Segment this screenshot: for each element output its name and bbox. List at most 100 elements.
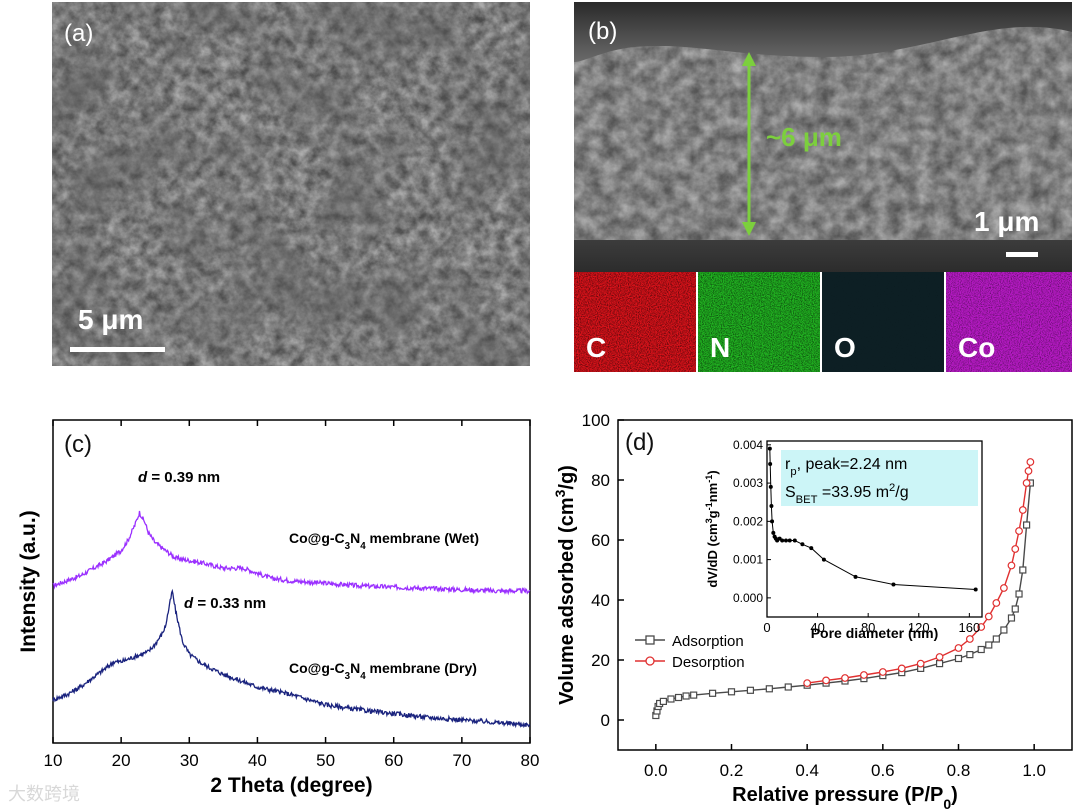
desorption-point xyxy=(1015,527,1023,535)
legend-marker xyxy=(645,656,655,666)
adsorption-point xyxy=(659,697,668,705)
desorption-point xyxy=(822,676,830,685)
adsorption-point xyxy=(1011,605,1019,613)
adsorption-point xyxy=(784,683,792,691)
d-spacing-annotation: d = 0.33 nm xyxy=(184,595,266,612)
xtick-label-d: 0.6 xyxy=(871,761,895,780)
inset-point xyxy=(973,587,978,592)
inset-xtick-label: 160 xyxy=(959,620,981,635)
xtick-label-d: 0.4 xyxy=(795,761,819,780)
inset-point xyxy=(809,546,814,551)
inset-point xyxy=(771,530,776,535)
inset-point xyxy=(891,582,896,587)
eds-map-c: C xyxy=(574,272,696,372)
xtick-label-c: 40 xyxy=(248,751,267,770)
inset-point xyxy=(769,504,774,509)
ytick-label-d: 60 xyxy=(591,531,610,550)
adsorption-point xyxy=(727,688,736,696)
adsorption-point xyxy=(1007,614,1016,622)
sem-texture-a xyxy=(52,2,530,366)
inset-ytick-label: 0.003 xyxy=(733,476,763,490)
inset-ytick-label: 0.000 xyxy=(733,591,763,605)
inset-xtick-label: 80 xyxy=(861,620,875,635)
eds-map-o: O xyxy=(822,272,944,372)
series-line-adsorption xyxy=(655,482,1032,716)
panel-label-c: (c) xyxy=(64,431,92,458)
inset-point xyxy=(768,461,773,466)
plot-frame-c xyxy=(52,419,531,744)
desorption-point xyxy=(977,623,986,631)
xlabel-c: 2 Theta (degree) xyxy=(210,774,372,797)
ylabel-c: Intensity (a.u.) xyxy=(17,510,40,652)
panel-label-a: (a) xyxy=(64,20,94,47)
scale-label-b: 1 μm xyxy=(974,206,1040,237)
scale-bar-b xyxy=(1006,252,1038,257)
ylabel-d: Volume adsorbed (cm3/g) xyxy=(552,465,578,705)
desorption-point xyxy=(841,674,849,682)
series-line-wet xyxy=(52,510,531,596)
inset-point xyxy=(787,538,792,543)
adsorption-point xyxy=(1000,626,1008,634)
eds-label-co: Co xyxy=(958,332,996,363)
desorption-point xyxy=(935,653,944,661)
series-label: Co@g-C3N4 membrane (Wet) xyxy=(289,530,479,552)
inset-point xyxy=(770,519,775,524)
adsorption-point xyxy=(1015,590,1023,598)
xtick-label-d: 0.2 xyxy=(720,761,744,780)
desorption-point xyxy=(984,612,993,621)
adsorption-point xyxy=(992,635,1000,643)
desorption-point xyxy=(803,679,812,688)
series-line-dry xyxy=(52,588,531,729)
adsorption-point xyxy=(1023,521,1031,529)
ytick-label-d: 20 xyxy=(591,651,610,670)
scale-bar-a xyxy=(70,347,165,352)
thickness-arrow xyxy=(742,52,756,236)
panel-label-b: (b) xyxy=(588,18,618,45)
watermark: 大数跨境 xyxy=(8,784,80,805)
inset-point xyxy=(780,538,785,543)
inset-point xyxy=(800,542,805,547)
xtick-label-d: 0.0 xyxy=(644,761,668,780)
desorption-point xyxy=(1007,561,1016,570)
adsorption-point xyxy=(667,695,675,703)
desorption-point xyxy=(1022,479,1031,487)
panel-label-d: (d) xyxy=(625,429,654,456)
xtick-label-c: 80 xyxy=(521,751,540,770)
sem-image-a: (a) 5 μm xyxy=(52,2,530,366)
desorption-point xyxy=(878,668,887,676)
adsorption-point xyxy=(708,689,717,697)
xtick-label-c: 20 xyxy=(112,751,131,770)
xtick-label-c: 70 xyxy=(452,751,471,770)
xtick-label-c: 30 xyxy=(180,751,199,770)
adsorption-point xyxy=(690,691,698,699)
desorption-point xyxy=(965,635,974,643)
inset-ytick-label: 0.001 xyxy=(733,553,763,567)
desorption-point xyxy=(992,599,1001,607)
ytick-label-d: 40 xyxy=(591,591,610,610)
inset-point xyxy=(783,538,788,543)
adsorption-point xyxy=(682,692,690,700)
plot-frame-d xyxy=(617,419,1073,751)
sem-texture-b xyxy=(574,2,1072,272)
inset-point xyxy=(792,538,797,543)
inset-xlabel: Pore diameter (nm) xyxy=(811,625,939,641)
pore-radius-text: rp, peak=2.24 nm xyxy=(785,456,907,478)
inset-point xyxy=(768,484,773,489)
xlabel-d: Relative pressure (P/P0) xyxy=(732,784,958,810)
sem-image-b: (b) ~6 μm 1 μm xyxy=(574,2,1072,272)
adsorption-point xyxy=(1019,566,1027,574)
legend-label-desorption: Desorption xyxy=(672,654,745,671)
desorption-point xyxy=(1000,584,1008,592)
inset-xtick-label: 120 xyxy=(908,620,930,635)
d-spacing-annotation: d = 0.39 nm xyxy=(138,469,220,486)
adsorption-point xyxy=(954,654,963,663)
desorption-point xyxy=(916,659,925,668)
desorption-point xyxy=(954,644,963,652)
adsorption-point xyxy=(674,693,683,702)
inset-point xyxy=(853,574,858,579)
adsorption-point xyxy=(977,645,985,654)
bet-chart: (d) 0.0 0.2 0.4 0.6 0.8 1.0 0 20 40 60 80 100 Relativ… xyxy=(552,411,1073,810)
eds-label-n: N xyxy=(710,332,731,363)
series-label: Co@g-C3N4 membrane (Dry) xyxy=(289,660,477,682)
adsorption-point xyxy=(985,641,993,649)
